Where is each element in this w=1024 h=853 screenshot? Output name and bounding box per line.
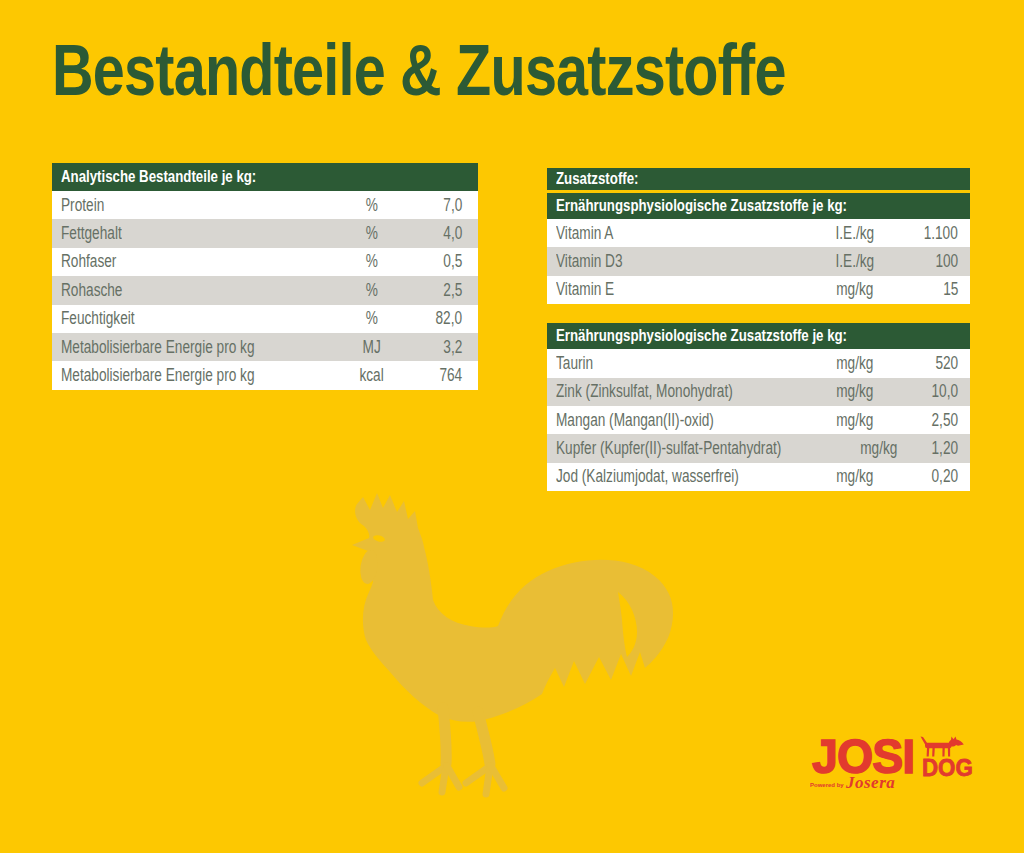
row-label: Metabolisierbare Energie pro kg bbox=[52, 365, 332, 386]
josera-text: Josera bbox=[846, 773, 895, 793]
row-unit: mg/kg bbox=[810, 466, 900, 487]
analytical-table-header: Analytische Bestandteile je kg: bbox=[52, 163, 478, 191]
josidog-logo: JOSI DOG Powered by Josera bbox=[806, 728, 996, 813]
table-row: Vitamin A I.E./kg 1.100 bbox=[547, 219, 970, 247]
table-row: Vitamin D3 I.E./kg 100 bbox=[547, 247, 970, 275]
row-value: 2,5 bbox=[412, 280, 478, 301]
row-label: Jod (Kalziumjodat, wasserfrei) bbox=[547, 466, 810, 487]
table-row: Feuchtigkeit % 82,0 bbox=[52, 305, 478, 333]
row-value: 15 bbox=[900, 279, 970, 300]
nutritional-additives-header-2: Ernährungsphysiologische Zusatzstoffe je… bbox=[547, 323, 970, 349]
row-unit: % bbox=[332, 251, 412, 272]
row-unit: % bbox=[332, 223, 412, 244]
row-unit: % bbox=[332, 308, 412, 329]
row-label: Rohasche bbox=[52, 280, 332, 301]
table-row: Zink (Zinksulfat, Monohydrat) mg/kg 10,0 bbox=[547, 378, 970, 406]
table-row: Metabolisierbare Energie pro kg MJ 3,2 bbox=[52, 333, 478, 361]
table-row: Rohasche % 2,5 bbox=[52, 276, 478, 304]
row-value: 4,0 bbox=[412, 223, 478, 244]
row-value: 2,50 bbox=[900, 410, 970, 431]
row-unit: mg/kg bbox=[810, 279, 900, 300]
powered-by-text: Powered by bbox=[810, 782, 844, 788]
analytical-components-table: Analytische Bestandteile je kg: Protein … bbox=[52, 163, 478, 390]
row-label: Taurin bbox=[547, 353, 810, 374]
additives-header: Zusatzstoffe: bbox=[547, 168, 970, 190]
row-label: Fettgehalt bbox=[52, 223, 332, 244]
row-unit: I.E./kg bbox=[810, 223, 900, 244]
row-unit: I.E./kg bbox=[810, 251, 900, 272]
table-row: Jod (Kalziumjodat, wasserfrei) mg/kg 0,2… bbox=[547, 463, 970, 491]
table-row: Fettgehalt % 4,0 bbox=[52, 219, 478, 247]
table-row: Mangan (Mangan(II)-oxid) mg/kg 2,50 bbox=[547, 406, 970, 434]
row-label: Kupfer (Kupfer(II)-sulfat-Pentahydrat) bbox=[547, 438, 845, 459]
nutritional-additives-header-1: Ernährungsphysiologische Zusatzstoffe je… bbox=[547, 193, 970, 219]
table-row: Vitamin E mg/kg 15 bbox=[547, 276, 970, 304]
row-unit: mg/kg bbox=[810, 353, 900, 374]
row-label: Vitamin A bbox=[547, 223, 810, 244]
row-value: 3,2 bbox=[412, 337, 478, 358]
row-unit: kcal bbox=[332, 365, 412, 386]
row-label: Vitamin E bbox=[547, 279, 810, 300]
row-unit: mg/kg bbox=[810, 381, 900, 402]
row-label: Vitamin D3 bbox=[547, 251, 810, 272]
row-label: Feuchtigkeit bbox=[52, 308, 332, 329]
row-unit: MJ bbox=[332, 337, 412, 358]
row-value: 520 bbox=[900, 353, 970, 374]
row-value: 0,5 bbox=[412, 251, 478, 272]
row-unit: mg/kg bbox=[845, 438, 914, 459]
page-title: Bestandteile & Zusatzstoffe bbox=[52, 34, 969, 106]
row-value: 10,0 bbox=[900, 381, 970, 402]
row-label: Protein bbox=[52, 195, 332, 216]
row-label: Metabolisierbare Energie pro kg bbox=[52, 337, 332, 358]
row-value: 1,20 bbox=[914, 438, 970, 459]
row-label: Rohfaser bbox=[52, 251, 332, 272]
additives-section: Zusatzstoffe: Ernährungsphysiologische Z… bbox=[547, 168, 970, 491]
logo-sub-text: DOG bbox=[922, 756, 973, 780]
row-value: 1.100 bbox=[900, 223, 970, 244]
row-value: 0,20 bbox=[900, 466, 970, 487]
row-value: 764 bbox=[412, 365, 478, 386]
table-row: Rohfaser % 0,5 bbox=[52, 248, 478, 276]
table-row: Protein % 7,0 bbox=[52, 191, 478, 219]
table-row: Metabolisierbare Energie pro kg kcal 764 bbox=[52, 361, 478, 389]
row-unit: mg/kg bbox=[810, 410, 900, 431]
row-label: Zink (Zinksulfat, Monohydrat) bbox=[547, 381, 810, 402]
row-value: 7,0 bbox=[412, 195, 478, 216]
row-value: 100 bbox=[900, 251, 970, 272]
row-value: 82,0 bbox=[412, 308, 478, 329]
row-unit: % bbox=[332, 195, 412, 216]
table-row: Kupfer (Kupfer(II)-sulfat-Pentahydrat) m… bbox=[547, 434, 970, 462]
row-label: Mangan (Mangan(II)-oxid) bbox=[547, 410, 810, 431]
row-unit: % bbox=[332, 280, 412, 301]
table-row: Taurin mg/kg 520 bbox=[547, 349, 970, 377]
